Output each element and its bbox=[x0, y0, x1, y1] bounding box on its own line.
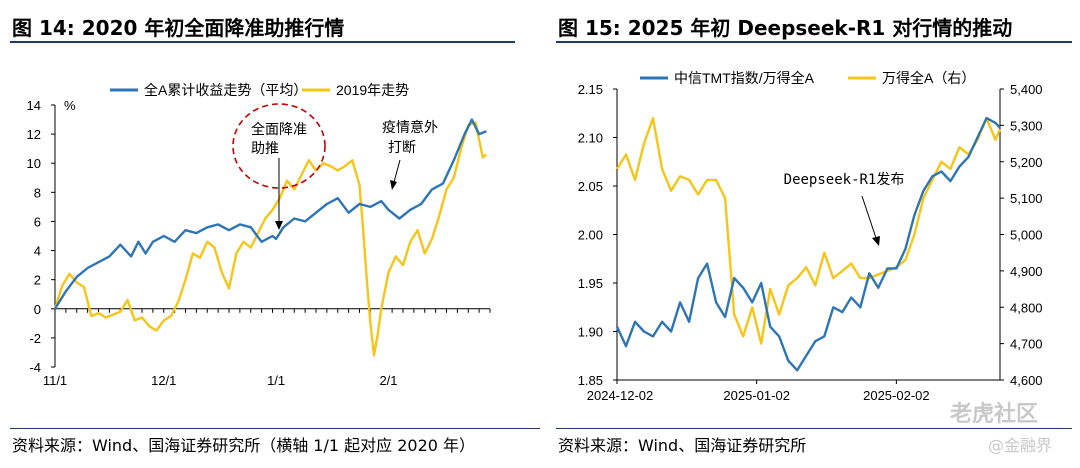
annotation-deepseek-arrow bbox=[861, 195, 877, 239]
annotation-epidemic-line2: 打断 bbox=[388, 139, 416, 155]
left-chart-title: 图 14: 2020 年初全面降准助推行情 bbox=[12, 16, 345, 40]
right-title-rule bbox=[556, 41, 1072, 43]
annotation-epidemic-line1: 疫情意外 bbox=[382, 119, 438, 135]
annotation-epidemic: 疫情意外 打断 bbox=[382, 119, 438, 190]
right-y-right-tick-label: 4,900 bbox=[1010, 264, 1043, 279]
right-legend: 中信TMT指数/万得全A 万得全A（右） bbox=[640, 70, 975, 86]
annotation-rrr-cut-line2: 助推 bbox=[251, 140, 279, 156]
annotation-rrr-cut-arrowhead bbox=[275, 221, 283, 230]
right-y-right-tick-label: 5,100 bbox=[1010, 191, 1043, 206]
left-x-tick-label: 11/1 bbox=[43, 373, 67, 388]
left-y-tick-label: 4 bbox=[34, 244, 41, 259]
annotation-deepseek-label: Deepseek-R1发布 bbox=[784, 172, 905, 188]
left-chart: -4 -2 0 2 4 6 8 10 12 14 % 11/1 12/1 1/1 2/1 全A累计收益走势（… bbox=[27, 82, 491, 388]
right-y-left-tick-label: 1.85 bbox=[578, 373, 603, 388]
annotation-deepseek-arrowhead bbox=[872, 236, 880, 246]
right-y-left-tick-label: 2.10 bbox=[578, 131, 603, 146]
right-legend-label: 万得全A（右） bbox=[882, 70, 975, 86]
left-legend-label: 全A累计收益走势（平均） bbox=[144, 82, 307, 98]
left-y-tick-label: -4 bbox=[29, 360, 41, 375]
annotation-rrr-cut-line1: 全面降准 bbox=[251, 121, 307, 137]
left-y-tick-label: 2 bbox=[34, 273, 41, 288]
left-source-note: 资料来源：Wind、国海证券研究所（横轴 1/1 起对应 2020 年） bbox=[12, 436, 476, 455]
right-x-tick-label: 2025-01-02 bbox=[723, 388, 790, 403]
right-y-right-tick-label: 5,000 bbox=[1010, 228, 1043, 243]
annotation-epidemic-arrow bbox=[393, 159, 401, 183]
right-legend-label: 中信TMT指数/万得全A bbox=[674, 70, 815, 86]
right-y-right-tick-label: 5,300 bbox=[1010, 118, 1043, 133]
left-y-tick-label: 8 bbox=[34, 185, 41, 200]
left-y-tick-label: 10 bbox=[27, 156, 41, 171]
right-source-note: 资料来源：Wind、国海证券研究所 bbox=[558, 436, 807, 455]
annotation-rrr-cut: 全面降准 助推 bbox=[232, 103, 326, 230]
left-y-tick-label: -2 bbox=[29, 331, 41, 346]
right-x-tick-label: 2024-12-02 bbox=[587, 388, 654, 403]
left-x-tick-label: 2/1 bbox=[379, 373, 397, 388]
right-y-right-tick-label: 4,600 bbox=[1010, 373, 1043, 388]
right-y-left-tick-label: 2.05 bbox=[578, 179, 603, 194]
left-y-unit-label: % bbox=[64, 98, 76, 113]
left-series-line-2019 bbox=[53, 121, 488, 357]
right-y-left-tick-label: 2.15 bbox=[578, 82, 603, 97]
left-y-tick-label: 6 bbox=[34, 214, 41, 229]
left-x-tick-label: 12/1 bbox=[151, 373, 176, 388]
left-title-rule bbox=[10, 41, 515, 43]
right-x-tick-label: 2025-02-02 bbox=[863, 388, 930, 403]
right-y-right-tick-label: 5,400 bbox=[1010, 82, 1043, 97]
left-y-tick-label: 14 bbox=[27, 98, 41, 113]
right-series-group bbox=[615, 116, 1002, 372]
right-y-right-tick-label: 4,800 bbox=[1010, 300, 1043, 315]
left-y-tick-label: 0 bbox=[34, 302, 41, 317]
annotation-dashed-circle bbox=[232, 103, 326, 189]
right-chart-title: 图 15: 2025 年初 Deepseek-R1 对行情的推动 bbox=[558, 16, 1013, 40]
watermark-jrj: @金融界 bbox=[988, 436, 1053, 455]
right-y-left-tick-label: 1.95 bbox=[578, 276, 603, 291]
left-legend: 全A累计收益走势（平均） 2019年走势 bbox=[110, 82, 409, 98]
left-axes: -4 -2 0 2 4 6 8 10 12 14 % 11/1 12/1 1/1 2/1 bbox=[27, 98, 491, 388]
right-series-line-wind-a bbox=[615, 116, 1002, 345]
right-chart: 1.85 1.90 1.95 2.00 2.05 2.10 2.15 4,600 4,700 4,… bbox=[578, 70, 1043, 403]
right-y-left-tick-label: 1.90 bbox=[578, 325, 603, 340]
right-y-left-tick-label: 2.00 bbox=[578, 228, 603, 243]
left-series-line-all-a bbox=[53, 118, 487, 310]
right-y-right-tick-label: 5,200 bbox=[1010, 155, 1043, 170]
right-source-rule bbox=[556, 428, 1072, 429]
right-axes: 1.85 1.90 1.95 2.00 2.05 2.10 2.15 4,600 4,700 4,… bbox=[578, 82, 1043, 403]
left-x-tick-label: 1/1 bbox=[267, 373, 285, 388]
annotation-deepseek: Deepseek-R1发布 bbox=[784, 172, 905, 246]
left-series-group bbox=[53, 118, 488, 357]
annotation-epidemic-arrowhead bbox=[390, 180, 397, 190]
left-y-tick-label: 12 bbox=[27, 127, 41, 142]
right-series-line-tmt-ratio bbox=[615, 116, 1001, 372]
watermark-tiger: 老虎社区 bbox=[950, 402, 1039, 427]
left-legend-label: 2019年走势 bbox=[336, 82, 409, 98]
left-source-rule bbox=[10, 428, 540, 429]
right-y-right-tick-label: 4,700 bbox=[1010, 337, 1043, 352]
